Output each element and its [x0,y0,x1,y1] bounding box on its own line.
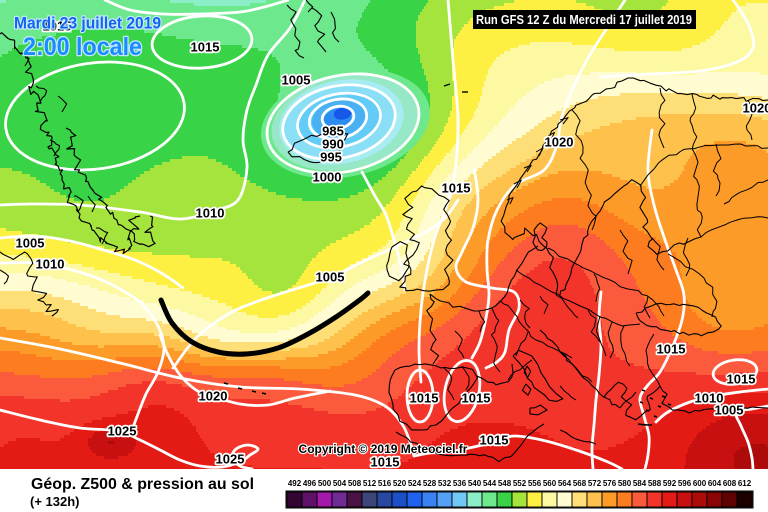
svg-text:592: 592 [663,479,677,488]
svg-text:548: 548 [498,479,512,488]
svg-text:524: 524 [408,479,422,488]
svg-text:1020: 1020 [743,101,768,116]
svg-text:1015: 1015 [462,391,491,406]
svg-text:1020: 1020 [199,389,228,404]
svg-text:Géop. Z500 & pression au sol: Géop. Z500 & pression au sol [31,476,254,493]
svg-text:1010: 1010 [36,257,65,272]
svg-text:1005: 1005 [715,403,744,418]
svg-text:1025: 1025 [108,424,137,439]
svg-text:1015: 1015 [480,433,509,448]
svg-text:532: 532 [438,479,452,488]
svg-text:516: 516 [378,479,392,488]
svg-text:1015: 1015 [43,19,72,34]
svg-text:1015: 1015 [371,455,400,470]
svg-text:1015: 1015 [191,40,220,55]
svg-text:Copyright © 2019 Meteociel.fr: Copyright © 2019 Meteociel.fr [299,442,468,456]
svg-text:552: 552 [513,479,527,488]
svg-text:576: 576 [603,479,617,488]
svg-text:528: 528 [423,479,437,488]
svg-text:584: 584 [633,479,647,488]
svg-text:504: 504 [333,479,347,488]
svg-text:995: 995 [320,150,342,165]
svg-text:1010: 1010 [695,391,724,406]
svg-text:1005: 1005 [282,73,311,88]
svg-text:492: 492 [288,479,302,488]
svg-text:612: 612 [738,479,752,488]
svg-text:604: 604 [708,479,722,488]
svg-text:600: 600 [693,479,707,488]
svg-text:588: 588 [648,479,662,488]
svg-text:608: 608 [723,479,737,488]
svg-text:(+ 132h): (+ 132h) [30,494,80,509]
svg-text:Run GFS 12 Z du Mercredi 17 ju: Run GFS 12 Z du Mercredi 17 juillet 2019 [476,13,692,27]
svg-text:1015: 1015 [442,181,471,196]
svg-text:572: 572 [588,479,602,488]
svg-text:496: 496 [303,479,317,488]
svg-text:1025: 1025 [216,452,245,467]
svg-text:1005: 1005 [316,270,345,285]
svg-text:1000: 1000 [313,170,342,185]
svg-text:1020: 1020 [545,135,574,150]
svg-text:536: 536 [453,479,467,488]
svg-text:512: 512 [363,479,377,488]
svg-text:560: 560 [543,479,557,488]
svg-text:1015: 1015 [410,391,439,406]
svg-text:508: 508 [348,479,362,488]
svg-text:544: 544 [483,479,497,488]
svg-text:568: 568 [573,479,587,488]
svg-text:Mardi 23 juillet 2019: Mardi 23 juillet 2019 [14,14,161,33]
svg-text:596: 596 [678,479,692,488]
svg-text:580: 580 [618,479,632,488]
svg-text:2:00 locale: 2:00 locale [23,33,142,61]
svg-text:564: 564 [558,479,572,488]
svg-text:520: 520 [393,479,407,488]
svg-text:540: 540 [468,479,482,488]
svg-text:1005: 1005 [16,236,45,251]
svg-text:556: 556 [528,479,542,488]
svg-text:990: 990 [322,137,344,152]
svg-text:500: 500 [318,479,332,488]
svg-text:1015: 1015 [727,372,756,387]
svg-text:1015: 1015 [657,342,686,357]
svg-text:985: 985 [322,124,344,139]
svg-text:1010: 1010 [196,206,225,221]
